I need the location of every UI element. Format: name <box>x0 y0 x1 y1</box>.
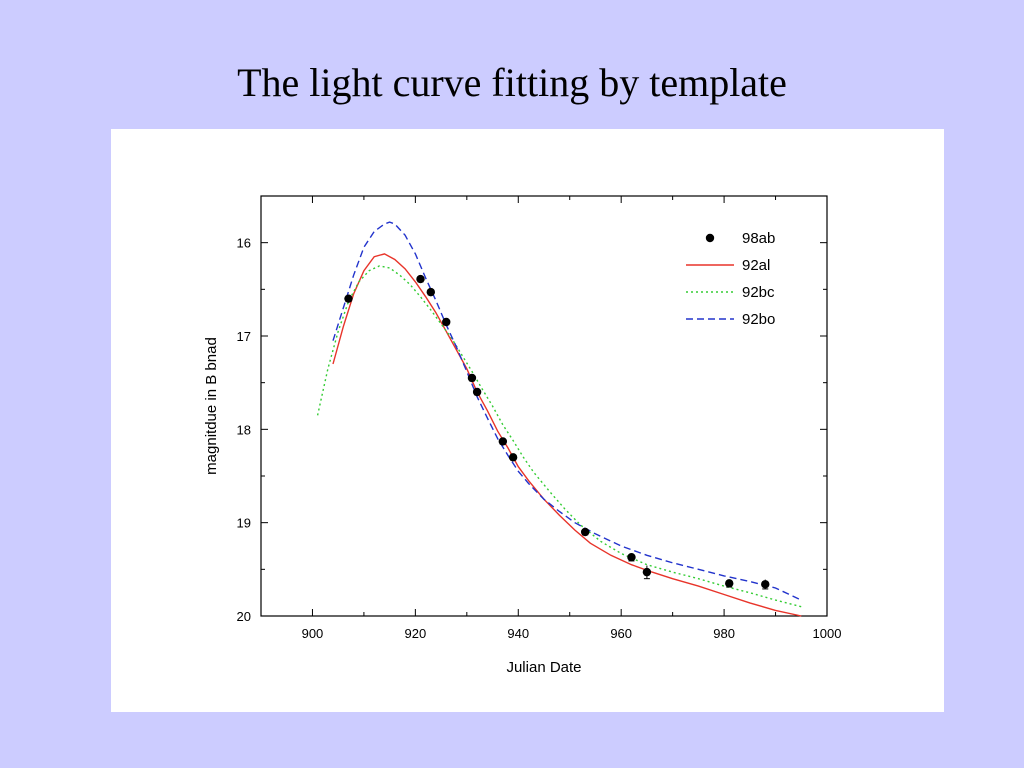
axis-ticks: 900 920 940 960 980 1000 16 17 18 19 20 <box>237 195 842 641</box>
slide-title: The light curve fitting by template <box>237 60 787 105</box>
data-point-98ab <box>442 317 451 327</box>
data-point-98ab <box>498 437 508 446</box>
data-point-98ab <box>344 294 353 303</box>
legend-marker-98ab <box>705 233 715 243</box>
legend-label-92bo: 92bo <box>742 311 775 328</box>
data-point-98ab <box>508 453 518 462</box>
data-point-98ab <box>725 579 734 588</box>
series-layer <box>316 221 802 617</box>
legend-label-92bc: 92bc <box>742 284 775 301</box>
data-point-98ab <box>627 553 636 562</box>
data-point-98ab <box>642 567 652 577</box>
series-line-92al <box>332 253 802 617</box>
x-tick-label: 920 <box>405 626 427 641</box>
y-tick-label: 18 <box>237 422 251 437</box>
data-point-98ab <box>472 387 482 397</box>
x-tick-label: 940 <box>507 626 529 641</box>
x-tick-label: 960 <box>610 626 632 641</box>
x-tick-label: 1000 <box>813 626 842 641</box>
legend: 98ab 92al 92bc 92bo <box>686 230 775 328</box>
data-point-98ab <box>580 527 590 537</box>
y-tick-label: 16 <box>237 236 251 251</box>
y-tick-label: 17 <box>237 329 251 344</box>
y-axis-label: magnitdue in B bnad <box>203 337 220 475</box>
data-point-98ab <box>467 373 477 383</box>
x-tick-label: 900 <box>302 626 324 641</box>
light-curve-chart: 900 920 940 960 980 1000 16 17 18 19 20 98ab 92al 92… <box>203 195 842 676</box>
plot-frame <box>260 195 828 617</box>
series-line-92bo <box>332 221 802 601</box>
legend-label-98ab: 98ab <box>742 230 775 247</box>
y-tick-label: 20 <box>237 609 251 624</box>
data-point-98ab <box>416 274 425 284</box>
data-point-98ab <box>761 580 770 589</box>
series-line-92bc <box>316 265 802 608</box>
data-point-98ab <box>426 287 435 297</box>
y-tick-label: 19 <box>237 516 251 531</box>
x-axis-label: Julian Date <box>506 659 581 676</box>
x-tick-label: 980 <box>713 626 735 641</box>
legend-label-92al: 92al <box>742 257 770 274</box>
chart-panel: 900 920 940 960 980 1000 16 17 18 19 20 98ab 92al 92… <box>111 129 944 712</box>
